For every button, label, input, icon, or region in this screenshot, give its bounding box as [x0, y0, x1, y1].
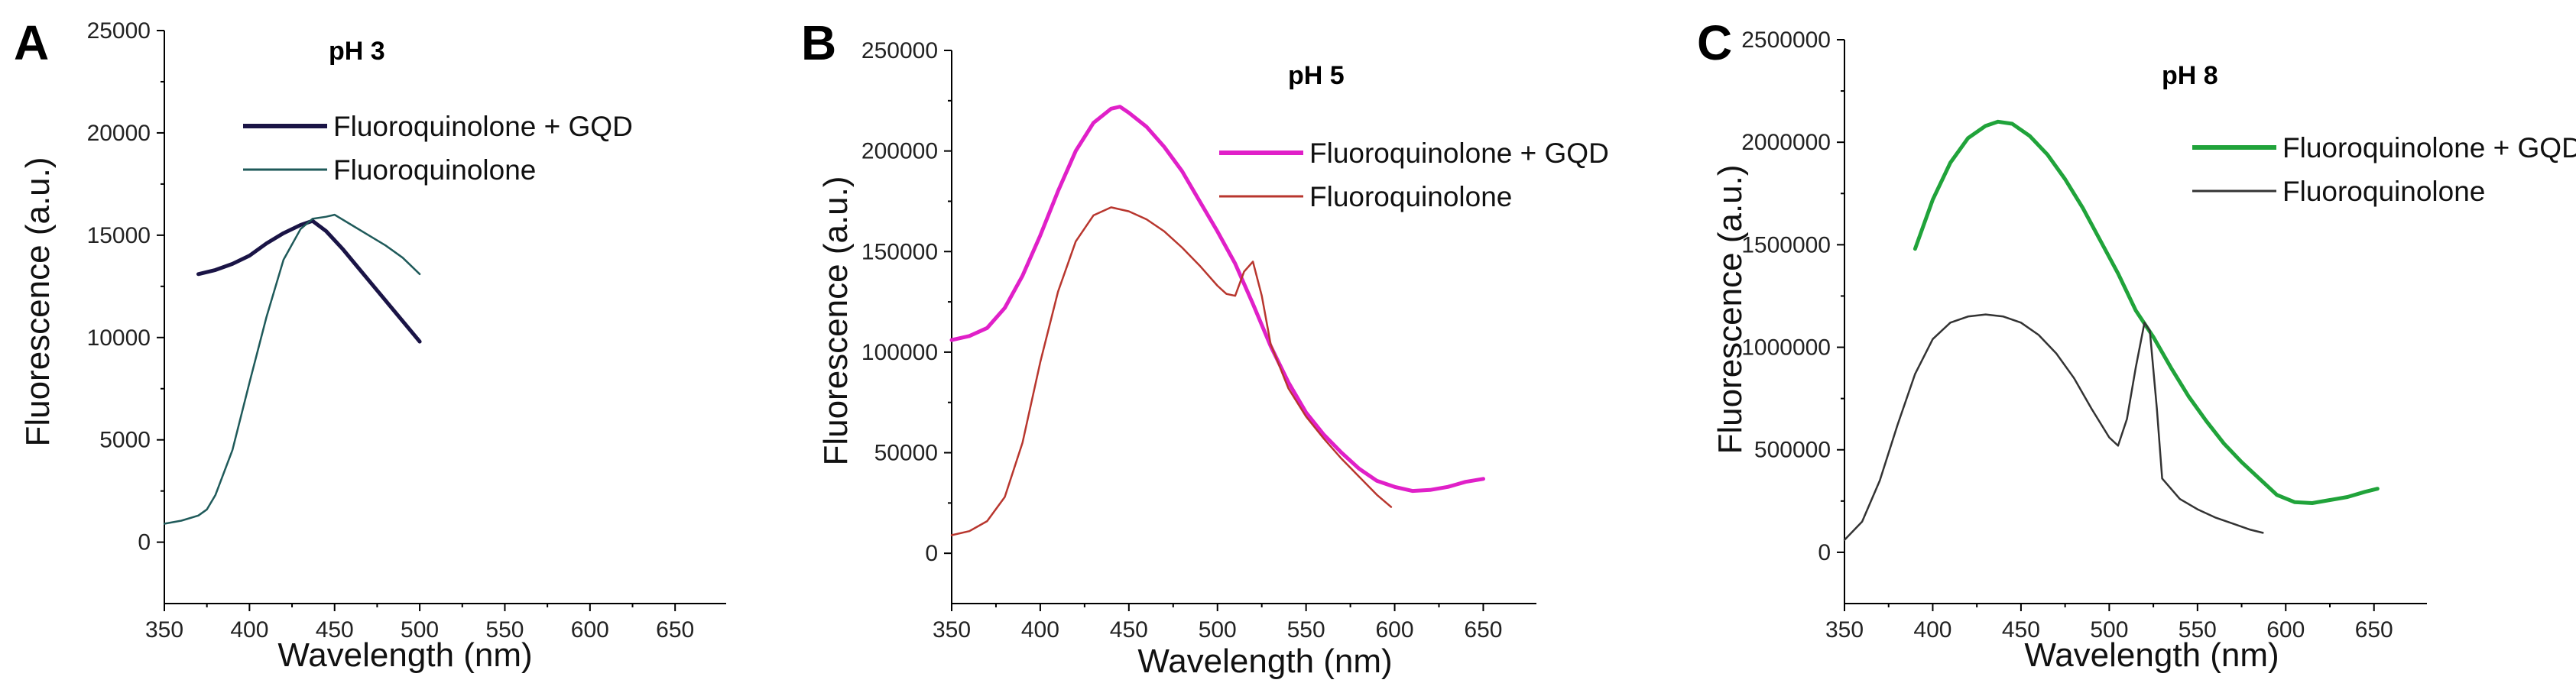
x-axis-title-a: Wavelength (nm): [277, 636, 532, 674]
series-line-b-gqd: [949, 105, 1485, 494]
x-tick-label-c: 650: [2355, 617, 2393, 643]
legend-label-a-gqd: Fluoroquinolone + GQD: [333, 111, 633, 142]
x-tick-label-a: 650: [656, 617, 694, 643]
y-tick-label-a: 25000: [87, 18, 151, 44]
x-tick-label-a: 350: [145, 617, 183, 643]
y-tick-label-a: 0: [138, 530, 151, 555]
legend-label-b-fq: Fluoroquinolone: [1309, 181, 1512, 212]
y-tick-label-b: 0: [925, 541, 938, 566]
x-tick-label-b: 600: [1376, 617, 1414, 643]
y-tick-label-b: 100000: [861, 340, 938, 365]
chart-title-b: pH 5: [1288, 61, 1345, 90]
x-tick-label-b: 500: [1199, 617, 1237, 643]
x-tick-label-c: 400: [1913, 617, 1951, 643]
chart-panel-c: C pH 8 Wavelength (nm) Fluorescence (a.u…: [1697, 15, 2576, 674]
x-axis-title-c: Wavelength (nm): [2024, 636, 2279, 674]
x-tick-label-c: 450: [2002, 617, 2040, 643]
x-tick-label-a: 400: [230, 617, 268, 643]
x-tick-label-a: 600: [571, 617, 609, 643]
y-tick-label-b: 200000: [861, 139, 938, 164]
chart-title-a: pH 3: [329, 37, 385, 66]
legend-label-b-gqd: Fluoroquinolone + GQD: [1309, 138, 1609, 169]
x-tick-label-b: 400: [1021, 617, 1059, 643]
legend-label-c-fq: Fluoroquinolone: [2282, 176, 2485, 207]
y-axis-title-b: Fluorescence (a.u.): [817, 176, 855, 465]
panel-label-c: C: [1697, 15, 1732, 70]
x-tick-label-a: 500: [401, 617, 439, 643]
x-tick-label-c: 500: [2090, 617, 2128, 643]
series-line-a-gqd: [196, 219, 422, 344]
y-tick-label-a: 20000: [87, 121, 151, 146]
panel-label-a: A: [14, 15, 49, 70]
y-tick-label-b: 50000: [874, 441, 938, 466]
chart-panel-a: A pH 3 Wavelength (nm) Fluorescence (a.u…: [14, 15, 726, 674]
x-tick-label-c: 550: [2179, 617, 2217, 643]
y-tick-label-b: 250000: [861, 38, 938, 63]
y-tick-label-a: 10000: [87, 325, 151, 351]
y-tick-label-c: 0: [1818, 540, 1831, 565]
x-tick-label-a: 450: [316, 617, 354, 643]
x-axis-title-b: Wavelength (nm): [1137, 643, 1392, 680]
x-tick-label-b: 650: [1464, 617, 1502, 643]
series-line-b-fq: [950, 206, 1393, 536]
y-tick-label-c: 1000000: [1741, 335, 1831, 361]
x-tick-label-b: 550: [1287, 617, 1325, 643]
x-tick-label-a: 550: [485, 617, 524, 643]
x-tick-label-c: 350: [1825, 617, 1864, 643]
y-axis-title-a: Fluorescence (a.u.): [19, 157, 57, 446]
y-tick-label-c: 1500000: [1741, 232, 1831, 257]
x-tick-label-b: 450: [1110, 617, 1148, 643]
panel-label-b: B: [801, 15, 836, 70]
x-tick-label-c: 600: [2266, 617, 2305, 643]
y-tick-label-c: 2000000: [1741, 130, 1831, 155]
y-tick-label-a: 15000: [87, 223, 151, 248]
x-tick-label-b: 350: [933, 617, 971, 643]
y-tick-label-c: 2500000: [1741, 28, 1831, 53]
chart-title-c: pH 8: [2162, 61, 2218, 90]
y-tick-label-b: 150000: [861, 239, 938, 264]
y-tick-label-c: 500000: [1754, 438, 1831, 463]
series-line-c-fq: [1843, 313, 2264, 542]
series-line-a-fq: [163, 213, 421, 525]
legend-label-c-gqd: Fluoroquinolone + GQD: [2282, 132, 2576, 163]
legend-label-a-fq: Fluoroquinolone: [333, 154, 536, 186]
y-tick-label-a: 5000: [99, 428, 151, 453]
y-axis-title-c: Fluorescence (a.u.): [1711, 164, 1749, 454]
chart-panel-b: B pH 5 Wavelength (nm) Fluorescence (a.u…: [801, 15, 1609, 680]
